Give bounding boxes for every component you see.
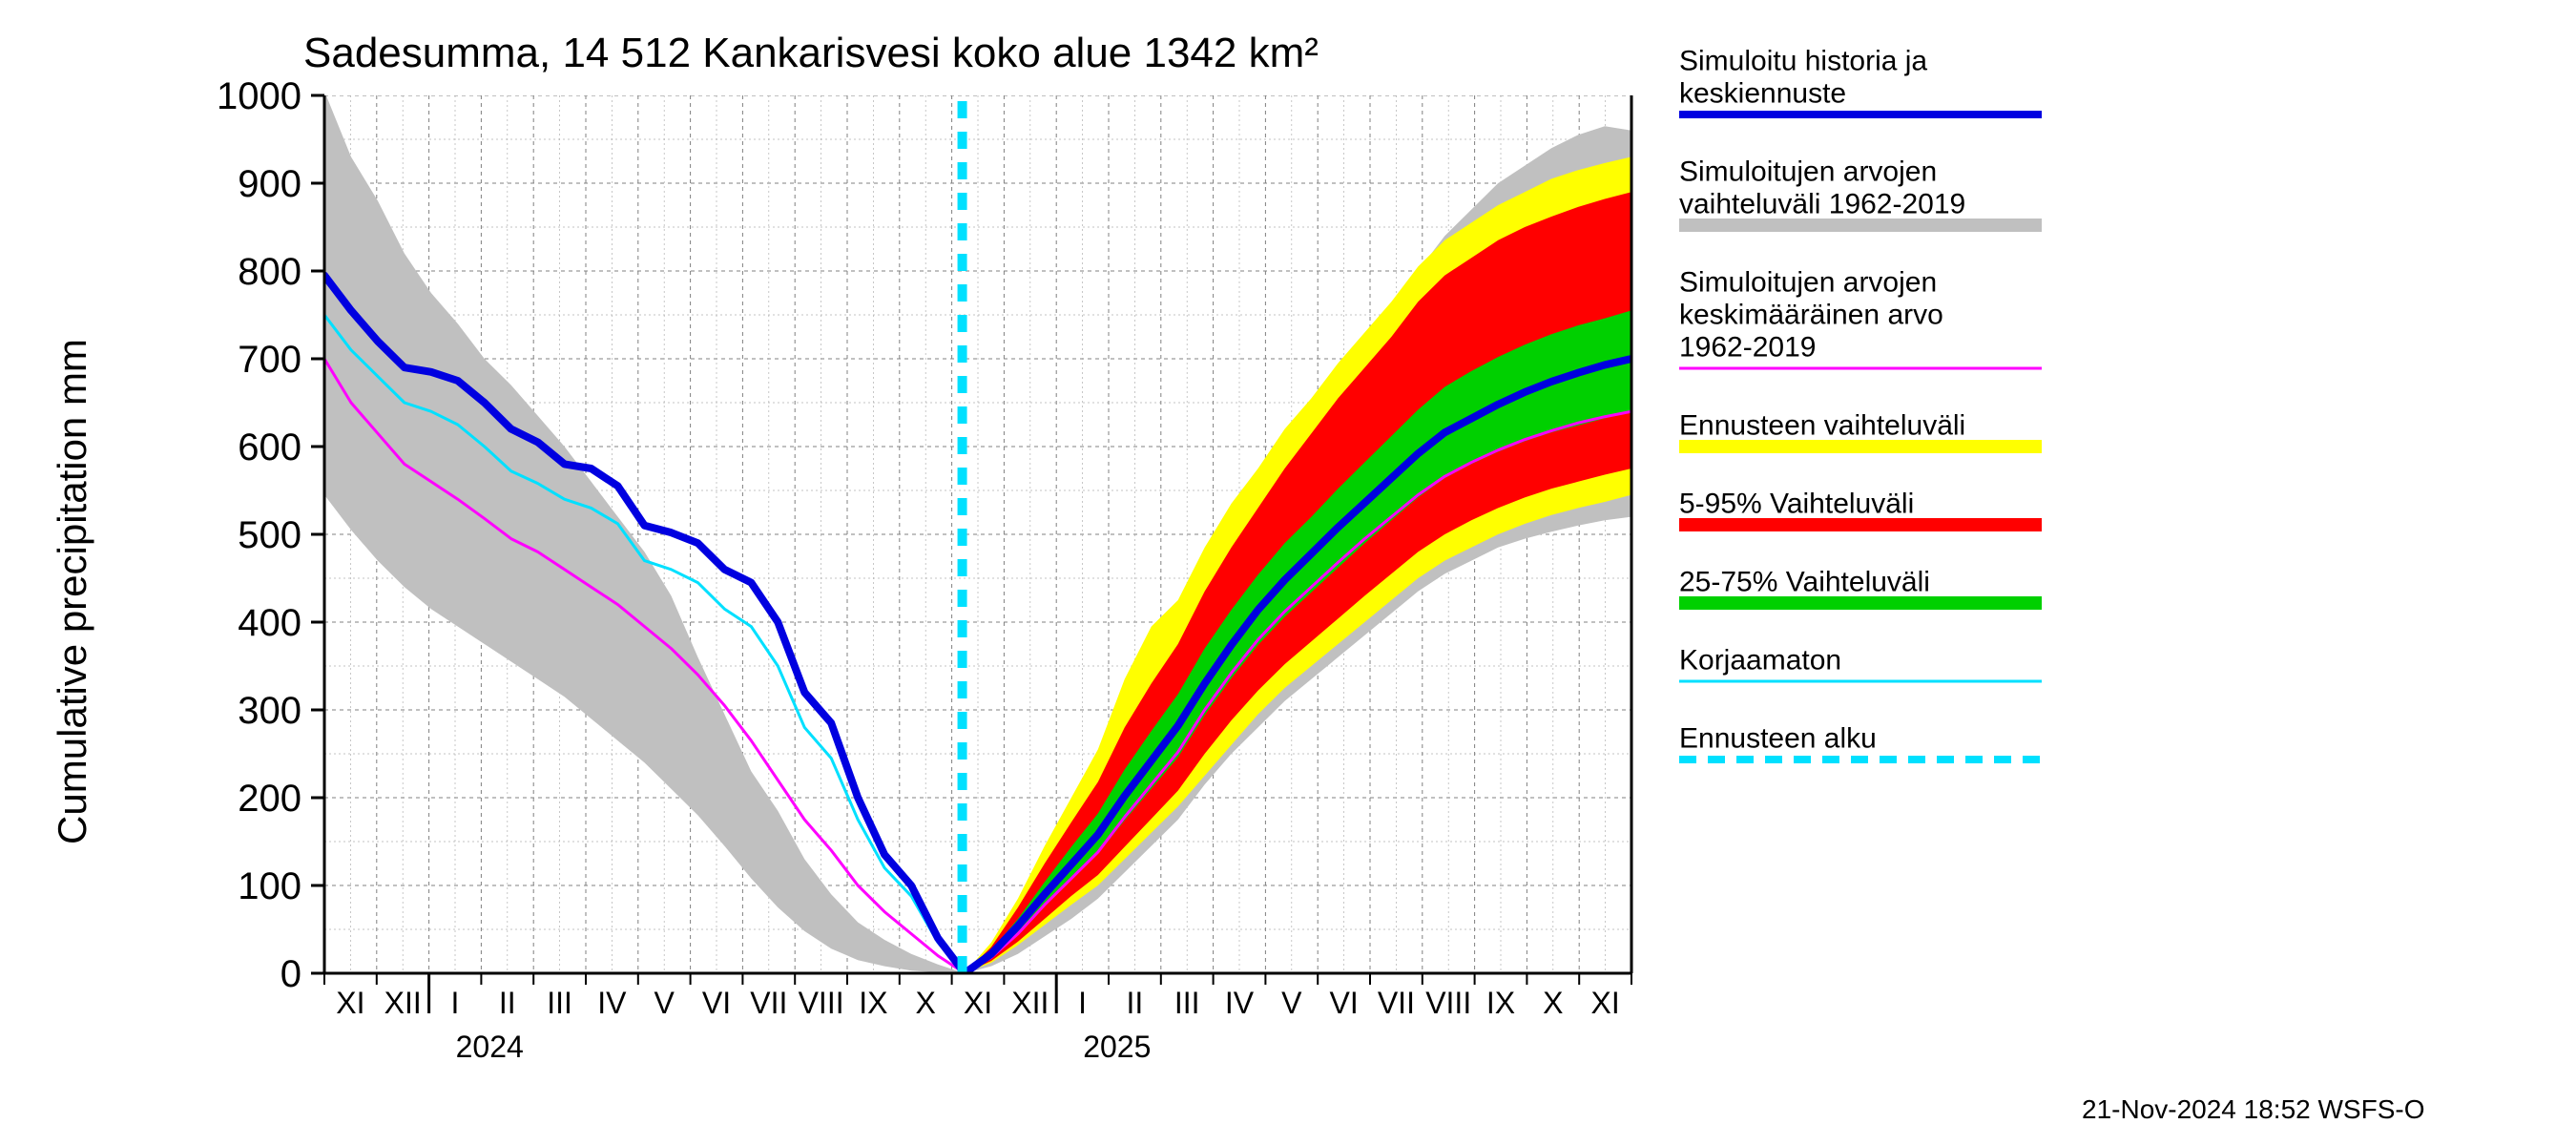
x-month-label: V (654, 986, 675, 1020)
x-month-label: VI (702, 986, 731, 1020)
legend-label: Simuloitu historia ja (1679, 46, 1927, 77)
x-month-label: IV (1225, 986, 1255, 1020)
x-year-label: 2025 (1083, 1030, 1151, 1064)
x-month-label: II (1127, 986, 1144, 1020)
legend-label: keskimääräinen arvo (1679, 300, 1943, 331)
legend-label: Simuloitujen arvojen (1679, 267, 1937, 299)
y-tick-label: 500 (238, 514, 301, 556)
legend-swatch (1679, 518, 2042, 531)
x-month-label: VI (1329, 986, 1358, 1020)
timestamp-label: 21-Nov-2024 18:52 WSFS-O (2082, 1094, 2425, 1124)
legend-label: Ennusteen vaihteluväli (1679, 410, 1965, 442)
legend-label: vaihteluväli 1962-2019 (1679, 189, 1965, 220)
x-month-label: I (451, 986, 460, 1020)
x-month-label: I (1078, 986, 1087, 1020)
y-tick-label: 700 (238, 339, 301, 381)
x-month-label: V (1281, 986, 1302, 1020)
x-month-label: XI (1590, 986, 1619, 1020)
legend-swatch (1679, 596, 2042, 610)
x-month-label: IV (597, 986, 627, 1020)
x-month-label: VIII (799, 986, 844, 1020)
chart-svg: 01002003004005006007008009001000XIXIIIII… (0, 0, 2576, 1145)
x-month-label: XI (964, 986, 992, 1020)
legend-label: Korjaamaton (1679, 645, 1841, 677)
x-year-label: 2024 (456, 1030, 524, 1064)
y-axis-label: Cumulative precipitation mm (50, 339, 94, 844)
y-tick-label: 100 (238, 865, 301, 907)
x-month-label: IX (1486, 986, 1515, 1020)
y-tick-label: 1000 (217, 75, 301, 117)
x-month-label: III (1174, 986, 1200, 1020)
x-month-label: VIII (1425, 986, 1471, 1020)
legend-label: Simuloitujen arvojen (1679, 156, 1937, 188)
x-month-label: X (916, 986, 936, 1020)
x-month-label: II (499, 986, 516, 1020)
legend-label: keskiennuste (1679, 78, 1846, 110)
x-month-label: VII (750, 986, 787, 1020)
y-tick-label: 0 (280, 953, 301, 995)
x-month-label: XII (384, 986, 422, 1020)
x-month-label: III (547, 986, 572, 1020)
legend-label: 1962-2019 (1679, 332, 1816, 364)
legend-label: 25-75% Vaihteluväli (1679, 567, 1930, 598)
chart-title: Sadesumma, 14 512 Kankarisvesi koko alue… (303, 30, 1319, 76)
legend-swatch (1679, 440, 2042, 453)
y-tick-label: 900 (238, 163, 301, 205)
y-tick-label: 300 (238, 690, 301, 732)
chart-container: 01002003004005006007008009001000XIXIIIII… (0, 0, 2576, 1145)
legend-label: 5-95% Vaihteluväli (1679, 489, 1914, 520)
x-month-label: XII (1011, 986, 1049, 1020)
y-tick-label: 800 (238, 251, 301, 293)
x-month-label: VII (1378, 986, 1415, 1020)
x-month-label: XI (336, 986, 364, 1020)
legend-swatch (1679, 219, 2042, 232)
x-month-label: IX (859, 986, 887, 1020)
legend-label: Ennusteen alku (1679, 723, 1877, 755)
x-month-label: X (1543, 986, 1563, 1020)
y-tick-label: 200 (238, 778, 301, 820)
y-tick-label: 600 (238, 427, 301, 468)
y-tick-label: 400 (238, 602, 301, 644)
